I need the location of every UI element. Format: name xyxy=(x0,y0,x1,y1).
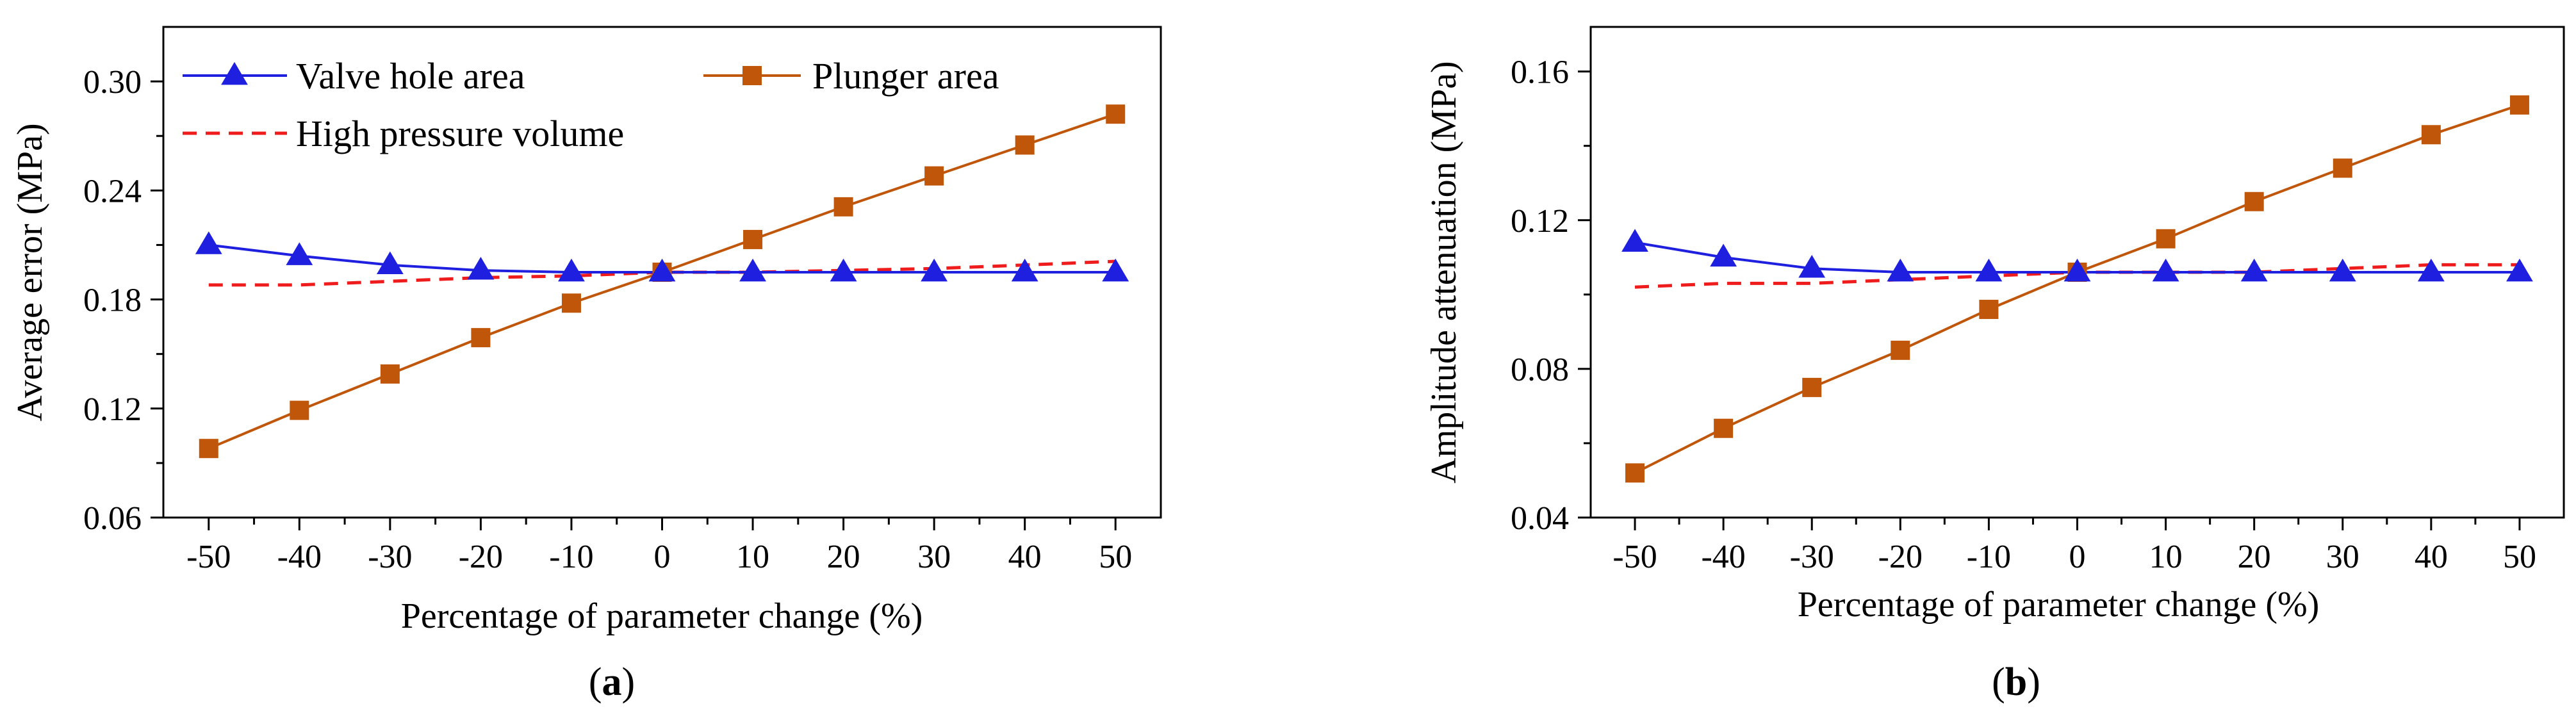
data-point-plunger-area xyxy=(2421,125,2441,145)
legend: Valve hole area Plunger area High pressu… xyxy=(183,55,999,154)
legend-marker-square xyxy=(742,66,762,85)
y-axis-label: Average error (MPa) xyxy=(10,123,50,421)
x-tick-label: 50 xyxy=(2503,539,2536,575)
x-tick-label: -30 xyxy=(1790,539,1834,575)
data-point-plunger-area xyxy=(380,364,400,384)
chart-panel-a: 0.06 0.12 0.18 0.24 0.30 -50 -40 -30 -20 -10 0 10 20… xyxy=(10,26,1162,704)
series-line-plunger-area xyxy=(1634,104,2520,475)
x-tick-label: -10 xyxy=(549,539,593,575)
data-point-valve-hole-area xyxy=(286,242,313,265)
x-tick-label: 20 xyxy=(2238,539,2271,575)
panel-letter-a: a xyxy=(602,660,622,704)
data-point-valve-hole-area xyxy=(1621,229,1648,252)
data-point-plunger-area xyxy=(833,197,853,216)
data-point-plunger-area xyxy=(1979,300,1999,320)
data-point-plunger-area xyxy=(290,400,309,420)
data-point-valve-hole-area xyxy=(830,258,857,282)
data-point-valve-hole-area xyxy=(195,231,222,254)
y-tick-label: 0.16 xyxy=(1511,54,1569,91)
x-tick-label: -30 xyxy=(368,539,412,575)
data-point-valve-hole-area xyxy=(2152,258,2179,282)
data-point-plunger-area xyxy=(924,166,944,186)
x-tick-label: -10 xyxy=(1967,539,2011,575)
x-tick-label: 20 xyxy=(827,539,860,575)
data-point-valve-hole-area xyxy=(739,258,766,282)
x-tick-label: -50 xyxy=(1612,539,1657,575)
data-point-valve-hole-area xyxy=(1887,258,1914,282)
x-tick-label: 0 xyxy=(2069,539,2086,575)
x-tick-label: 10 xyxy=(736,539,769,575)
y-tick-label: 0.12 xyxy=(83,391,142,428)
x-tick-label: -40 xyxy=(1701,539,1745,575)
panel-letter-b: b xyxy=(2005,660,2027,704)
legend-marker-triangle xyxy=(221,61,248,85)
axis-ticks: 0.06 0.12 0.18 0.24 0.30 -50 -40 -30 -20 -10 0 10 20… xyxy=(83,64,1132,575)
data-point-plunger-area xyxy=(2509,95,2529,115)
data-point-valve-hole-area xyxy=(1798,254,1826,278)
series-layer xyxy=(1621,95,2533,483)
data-point-plunger-area xyxy=(2156,229,2176,249)
x-tick-label: -20 xyxy=(1878,539,1923,575)
x-tick-label: 10 xyxy=(2149,539,2183,575)
data-point-plunger-area xyxy=(1714,418,1734,438)
data-point-plunger-area xyxy=(1802,377,1822,397)
data-point-valve-hole-area xyxy=(558,258,585,282)
x-tick-label: -40 xyxy=(277,539,322,575)
x-axis-label: Percentage of parameter change (%) xyxy=(1798,585,2320,625)
data-point-valve-hole-area xyxy=(2506,258,2533,282)
legend-label-valve-hole-area: Valve hole area xyxy=(296,55,525,97)
panel-label-a: (a) xyxy=(589,660,635,704)
data-point-plunger-area xyxy=(2333,158,2352,178)
data-point-plunger-area xyxy=(2244,192,2264,211)
y-tick-label: 0.12 xyxy=(1511,203,1569,240)
data-point-valve-hole-area xyxy=(2329,258,2356,282)
data-point-plunger-area xyxy=(199,439,218,459)
series-layer xyxy=(195,104,1129,459)
data-point-valve-hole-area xyxy=(1102,258,1129,282)
data-point-plunger-area xyxy=(1625,463,1645,483)
data-point-valve-hole-area xyxy=(1975,258,2003,282)
data-point-plunger-area xyxy=(1106,104,1126,124)
series-line-high-pressure-volume xyxy=(208,259,1116,287)
y-tick-label: 0.30 xyxy=(83,64,142,101)
y-tick-label: 0.08 xyxy=(1511,352,1569,388)
y-tick-label: 0.18 xyxy=(83,282,142,319)
data-point-plunger-area xyxy=(561,293,581,313)
x-tick-label: -50 xyxy=(186,539,231,575)
data-point-valve-hole-area xyxy=(648,258,676,282)
data-point-valve-hole-area xyxy=(2417,258,2445,282)
data-point-plunger-area xyxy=(743,229,763,249)
x-tick-label: 30 xyxy=(917,539,951,575)
y-tick-label: 0.06 xyxy=(83,500,142,537)
data-point-valve-hole-area xyxy=(2240,258,2268,282)
x-tick-label: 0 xyxy=(654,539,671,575)
data-point-valve-hole-area xyxy=(1011,258,1038,282)
y-axis-label: Amplitude attenuation (MPa) xyxy=(1424,61,1464,483)
chart-panel-b: 0.04 0.08 0.12 0.16 -50 -40 -30 -20 -10 0 10 20 30 40… xyxy=(1424,26,2565,704)
data-point-plunger-area xyxy=(1891,340,1910,360)
data-point-plunger-area xyxy=(1015,135,1035,155)
legend-label-high-pressure-volume: High pressure volume xyxy=(296,113,624,154)
y-tick-label: 0.04 xyxy=(1511,500,1569,537)
data-point-valve-hole-area xyxy=(467,256,495,280)
data-point-valve-hole-area xyxy=(1710,243,1737,267)
x-tick-label: 40 xyxy=(1008,539,1042,575)
data-point-valve-hole-area xyxy=(2063,258,2091,282)
data-point-plunger-area xyxy=(471,328,491,348)
panel-label-b: (b) xyxy=(1992,660,2040,704)
y-tick-label: 0.24 xyxy=(83,173,142,209)
x-axis-label: Percentage of parameter change (%) xyxy=(401,596,923,636)
x-tick-label: 30 xyxy=(2326,539,2359,575)
x-tick-label: 40 xyxy=(2415,539,2448,575)
x-tick-label: -20 xyxy=(459,539,503,575)
x-tick-label: 50 xyxy=(1099,539,1132,575)
data-point-valve-hole-area xyxy=(376,251,404,275)
legend-label-plunger-area: Plunger area xyxy=(812,55,999,97)
data-point-valve-hole-area xyxy=(921,258,948,282)
axis-ticks: 0.04 0.08 0.12 0.16 -50 -40 -30 -20 -10 0 10 20 30 40… xyxy=(1511,54,2536,575)
